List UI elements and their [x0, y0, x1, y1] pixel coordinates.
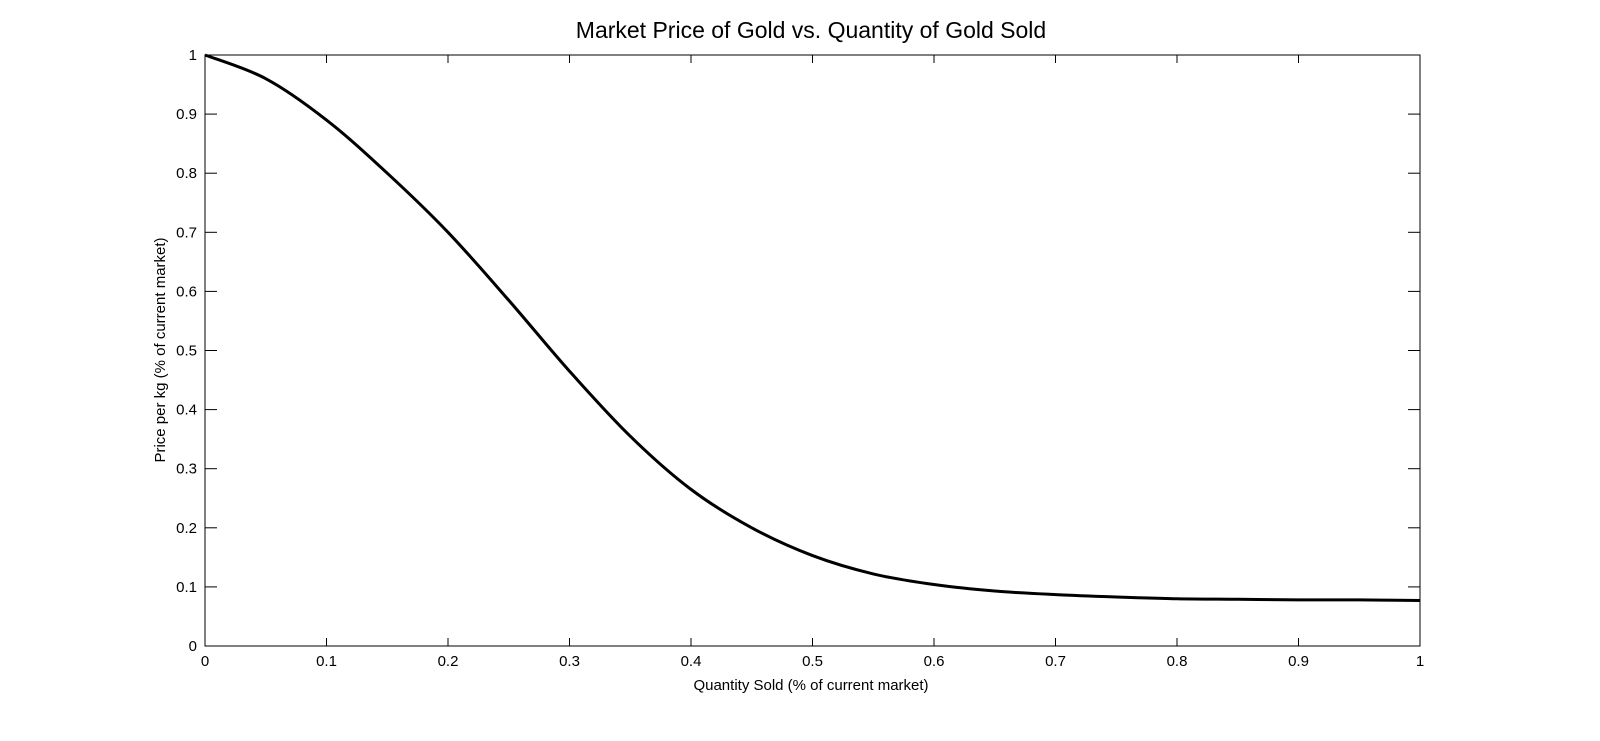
y-tick-label: 0.3: [176, 461, 197, 478]
x-tick-label: 0.8: [1167, 653, 1188, 670]
chart-title: Market Price of Gold vs. Quantity of Gol…: [576, 17, 1046, 43]
x-tick-label: 0.4: [681, 653, 702, 670]
y-tick-label: 1: [189, 47, 197, 64]
x-tick-label: 0.6: [924, 653, 945, 670]
y-axis-label: Price per kg (% of current market): [152, 237, 169, 462]
y-tick-label: 0.7: [176, 224, 197, 241]
y-tick-label: 0.5: [176, 343, 197, 360]
x-tick-label: 0.9: [1288, 653, 1309, 670]
price-curve-line: [204, 53, 1421, 602]
x-tick-label: 0: [201, 653, 209, 670]
x-tick-label: 0.5: [802, 653, 823, 670]
x-axis-label: Quantity Sold (% of current market): [693, 677, 928, 694]
x-tick-label: 1: [1416, 653, 1424, 670]
y-tick-label: 0.4: [176, 402, 197, 419]
x-tick-label: 0.2: [438, 653, 459, 670]
y-tick-label: 0.6: [176, 283, 197, 300]
y-tick-label: 0: [189, 638, 197, 655]
x-tick-label: 0.1: [316, 653, 337, 670]
x-axis-ticks: 0 0.1 0.2 0.3 0.4 0.5 0.6 0.7 0.8 0.9 1: [201, 55, 1424, 670]
plot-area: 0 0.1 0.2 0.3 0.4 0.5 0.6 0.7 0.8 0.9 1 0 0.1 0.2 0.3…: [176, 47, 1424, 670]
y-tick-label: 0.1: [176, 579, 197, 596]
y-tick-label: 0.8: [176, 165, 197, 182]
x-tick-label: 0.7: [1045, 653, 1066, 670]
y-tick-label: 0.9: [176, 106, 197, 123]
y-tick-label: 0.2: [176, 520, 197, 537]
x-tick-label: 0.3: [559, 653, 580, 670]
